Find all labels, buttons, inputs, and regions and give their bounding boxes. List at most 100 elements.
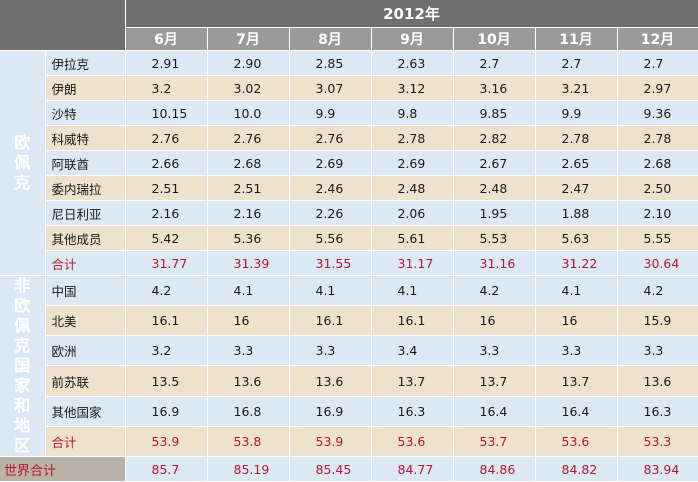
value-cell: 2.50: [617, 175, 698, 201]
row-label: 北美: [45, 305, 126, 337]
table-row: 欧洲 3.2 3.3 3.3 3.4 3.3 3.3 3.3: [0, 335, 698, 367]
value-cell: 9.85: [453, 100, 536, 126]
value-cell: 5.56: [289, 225, 372, 251]
group-label-non-opec: 非欧佩克国家和地区: [0, 275, 46, 457]
row-label: 尼日利亚: [45, 200, 126, 226]
row-label: 前苏联: [45, 365, 126, 397]
value-cell: 83.94: [617, 456, 698, 482]
row-label: 其他国家: [45, 396, 126, 427]
value-cell: 2.69: [371, 150, 454, 176]
row-label: 阿联酋: [45, 150, 126, 176]
value-cell: 85.7: [125, 456, 208, 482]
row-label: 中国: [45, 275, 126, 307]
year-header: 2012年: [125, 0, 698, 28]
value-cell: 2.76: [289, 125, 372, 151]
value-cell: 31.16: [453, 250, 536, 276]
value-cell: 2.69: [289, 150, 372, 176]
value-cell: 13.5: [125, 365, 208, 397]
value-cell: 2.10: [617, 200, 698, 226]
value-cell: 2.85: [289, 50, 372, 76]
month-header: 10月: [453, 27, 536, 51]
value-cell: 10.15: [125, 100, 208, 126]
value-cell: 13.7: [453, 365, 536, 397]
table-row: 前苏联 13.5 13.6 13.6 13.7 13.7 13.7 13.6: [0, 365, 698, 397]
value-cell: 53.9: [125, 426, 208, 458]
value-cell: 4.1: [371, 275, 454, 307]
value-cell: 3.12: [371, 75, 454, 101]
value-cell: 53.6: [371, 426, 454, 458]
value-cell: 53.9: [289, 426, 372, 458]
value-cell: 85.45: [289, 456, 372, 482]
value-cell: 16.4: [453, 396, 536, 427]
value-cell: 16.9: [289, 396, 372, 427]
value-cell: 3.07: [289, 75, 372, 101]
value-cell: 84.86: [453, 456, 536, 482]
value-cell: 3.21: [535, 75, 618, 101]
value-cell: 30.64: [617, 250, 698, 276]
value-cell: 13.6: [617, 365, 698, 397]
row-label: 欧洲: [45, 335, 126, 367]
value-cell: 85.19: [207, 456, 290, 482]
value-cell: 16: [535, 305, 618, 337]
value-cell: 2.51: [207, 175, 290, 201]
value-cell: 2.48: [371, 175, 454, 201]
year-header-row: 2012年: [0, 0, 698, 51]
value-cell: 16.4: [535, 396, 618, 427]
value-cell: 5.63: [535, 225, 618, 251]
row-label: 伊拉克: [45, 50, 126, 76]
value-cell: 31.22: [535, 250, 618, 276]
value-cell: 10.0: [207, 100, 290, 126]
world-total-row: 世界合计 85.7 85.19 85.45 84.77 84.86 84.82 83.94: [0, 456, 698, 482]
table-row: 欧佩克 伊拉克 2.91 2.90 2.85 2.63 2.7 2.7 2.7: [0, 50, 698, 276]
total-row: 合计 31.77 31.39 31.55 31.17 31.16 31.22 30.64: [0, 250, 698, 276]
month-header: 12月: [617, 27, 698, 51]
value-cell: 53.6: [535, 426, 618, 458]
row-label: 其他成员: [45, 225, 126, 251]
value-cell: 84.77: [371, 456, 454, 482]
value-cell: 2.68: [207, 150, 290, 176]
table-row: 北美 16.1 16 16.1 16.1 16 16 15.9: [0, 305, 698, 337]
value-cell: 53.3: [617, 426, 698, 458]
value-cell: 16: [207, 305, 290, 337]
value-cell: 3.3: [453, 335, 536, 367]
value-cell: 2.67: [453, 150, 536, 176]
month-header-row: 6月 7月 8月 9月 10月 11月 12月: [0, 27, 698, 51]
table-row: 阿联酋 2.66 2.68 2.69 2.69 2.67 2.65 2.68: [0, 150, 698, 176]
value-cell: 4.1: [207, 275, 290, 307]
month-header: 11月: [535, 27, 618, 51]
value-cell: 4.2: [453, 275, 536, 307]
value-cell: 5.42: [125, 225, 208, 251]
value-cell: 4.2: [617, 275, 698, 307]
value-cell: 16.8: [207, 396, 290, 427]
row-label: 委内瑞拉: [45, 175, 126, 201]
table-row: 尼日利亚 2.16 2.16 2.26 2.06 1.95 1.88 2.10: [0, 200, 698, 226]
value-cell: 3.3: [535, 335, 618, 367]
table-row: 伊朗 3.2 3.02 3.07 3.12 3.16 3.21 2.97: [0, 75, 698, 101]
value-cell: 2.90: [207, 50, 290, 76]
row-label: 合计: [45, 250, 126, 276]
table-row: 其他成员 5.42 5.36 5.56 5.61 5.53 5.63 5.55: [0, 225, 698, 251]
value-cell: 2.26: [289, 200, 372, 226]
value-cell: 31.77: [125, 250, 208, 276]
row-label: 伊朗: [45, 75, 126, 101]
value-cell: 2.97: [617, 75, 698, 101]
value-cell: 2.68: [617, 150, 698, 176]
value-cell: 1.95: [453, 200, 536, 226]
month-header: 9月: [371, 27, 454, 51]
row-label: 合计: [45, 426, 126, 458]
value-cell: 2.48: [453, 175, 536, 201]
value-cell: 2.7: [535, 50, 618, 76]
value-cell: 2.47: [535, 175, 618, 201]
value-cell: 15.9: [617, 305, 698, 337]
value-cell: 53.7: [453, 426, 536, 458]
value-cell: 1.88: [535, 200, 618, 226]
value-cell: 2.91: [125, 50, 208, 76]
value-cell: 84.82: [535, 456, 618, 482]
value-cell: 16.3: [617, 396, 698, 427]
value-cell: 2.78: [371, 125, 454, 151]
value-cell: 2.82: [453, 125, 536, 151]
value-cell: 5.55: [617, 225, 698, 251]
value-cell: 16: [453, 305, 536, 337]
value-cell: 3.02: [207, 75, 290, 101]
row-label: 沙特: [45, 100, 126, 126]
